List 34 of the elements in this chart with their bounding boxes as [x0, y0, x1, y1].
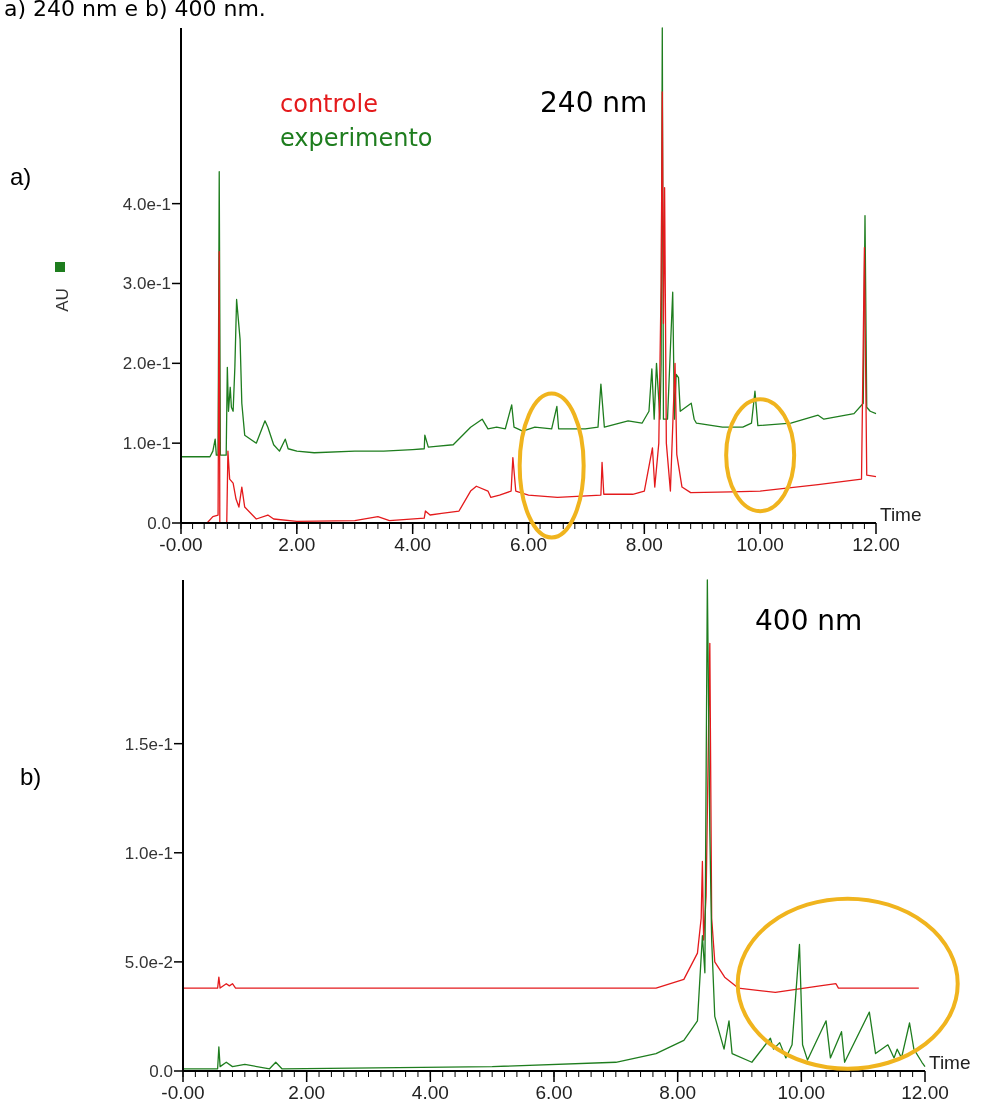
x-tick-label: 6.00 [510, 534, 547, 555]
y-tick-label: 4.0e-1 [122, 194, 171, 214]
x-axis-title: Time [929, 1052, 971, 1073]
annotation: 400 nm [755, 604, 863, 637]
text: a) [10, 163, 32, 190]
line-series [182, 642, 920, 994]
annotation: 240 nm [540, 86, 648, 119]
y-tick-label: 5.0e-2 [124, 952, 173, 972]
x-axis-title: Time [880, 504, 922, 525]
y-axis-title: AU [53, 288, 72, 312]
text: b) [20, 763, 42, 790]
x-tick-label: 4.00 [394, 534, 432, 555]
text: controle [280, 90, 378, 118]
x-tick-label: 4.00 [411, 1082, 449, 1102]
y-tick-label: 0.0 [147, 514, 171, 533]
y-tick-label: 2.0e-1 [122, 354, 171, 374]
x-tick-label: -0.00 [161, 1082, 205, 1102]
x-tick-label: 12.00 [901, 1082, 949, 1102]
y-tick-label: 1.5e-1 [124, 734, 173, 754]
x-tick-label: 12.00 [852, 534, 900, 555]
x-tick-label: 10.00 [736, 534, 784, 555]
x-tick-label: -0.00 [159, 534, 203, 555]
x-tick-label: 2.00 [278, 534, 316, 555]
x-tick-label: 8.00 [659, 1082, 697, 1102]
y-tick-label: 1.0e-1 [122, 434, 171, 454]
x-tick-label: 6.00 [535, 1082, 573, 1102]
chart-title: a) 240 nm e b) 400 nm. [4, 0, 266, 21]
x-tick-label: 8.00 [625, 534, 663, 555]
x-tick-label: 10.00 [777, 1082, 826, 1102]
y-tick-label: 3.0e-1 [122, 274, 171, 294]
text: experimento [280, 124, 433, 152]
y-tick-label: 0.0 [149, 1062, 173, 1081]
y-tick-label: 1.0e-1 [124, 843, 173, 863]
x-tick-label: 2.00 [288, 1082, 326, 1102]
